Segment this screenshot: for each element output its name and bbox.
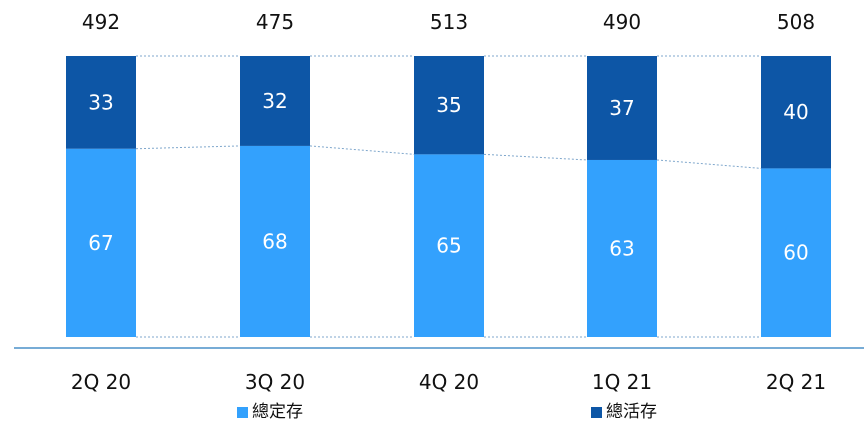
data-label-fixed-deposits: 60 xyxy=(783,241,808,265)
data-label-demand-deposits: 37 xyxy=(609,96,634,120)
data-label-fixed-deposits: 67 xyxy=(88,231,113,255)
connector-line-boundary xyxy=(135,145,241,150)
bar-segment-fixed-deposits xyxy=(587,159,657,337)
data-label-fixed-deposits: 65 xyxy=(436,234,461,258)
total-label: 513 xyxy=(430,10,468,34)
data-label-demand-deposits: 40 xyxy=(783,100,808,124)
category-tick-label: 3Q 20 xyxy=(245,370,305,394)
data-label-demand-deposits: 35 xyxy=(436,93,461,117)
category-tick-label: 4Q 20 xyxy=(419,370,479,394)
connector-line-boundary xyxy=(483,153,588,161)
total-label: 475 xyxy=(256,10,294,34)
bar-segment-fixed-deposits xyxy=(761,168,831,337)
legend-label-demand-deposits: 總活存 xyxy=(606,402,657,422)
bar-segment-demand-deposits xyxy=(587,56,657,160)
data-label-demand-deposits: 33 xyxy=(88,90,113,114)
bar-segment-fixed-deposits xyxy=(66,148,136,337)
legend-swatch-demand-deposits xyxy=(591,406,602,418)
bar-segment-demand-deposits xyxy=(240,56,310,146)
data-label-demand-deposits: 32 xyxy=(262,89,287,113)
total-label: 492 xyxy=(82,10,120,34)
connector-line-boundary xyxy=(309,145,415,155)
legend-swatch-fixed-deposits xyxy=(237,406,248,418)
legend-label-fixed-deposits: 總定存 xyxy=(252,402,303,422)
category-tick-label: 2Q 21 xyxy=(766,370,826,394)
legend-item-fixed-deposits: 總定存 xyxy=(237,401,303,423)
bar-segment-fixed-deposits xyxy=(240,145,310,337)
legend-item-demand-deposits: 總活存 xyxy=(591,401,657,423)
bar-segment-fixed-deposits xyxy=(414,154,484,337)
bar-segment-demand-deposits xyxy=(414,56,484,155)
data-label-fixed-deposits: 63 xyxy=(609,236,634,260)
category-tick-label: 1Q 21 xyxy=(592,370,652,394)
bar-segment-demand-deposits xyxy=(761,56,831,169)
data-label-fixed-deposits: 68 xyxy=(262,229,287,253)
total-label: 508 xyxy=(777,10,815,34)
bar-segment-demand-deposits xyxy=(66,56,136,149)
total-label: 490 xyxy=(603,10,641,34)
connector-line-boundary xyxy=(656,159,762,169)
category-tick-label: 2Q 20 xyxy=(71,370,131,394)
